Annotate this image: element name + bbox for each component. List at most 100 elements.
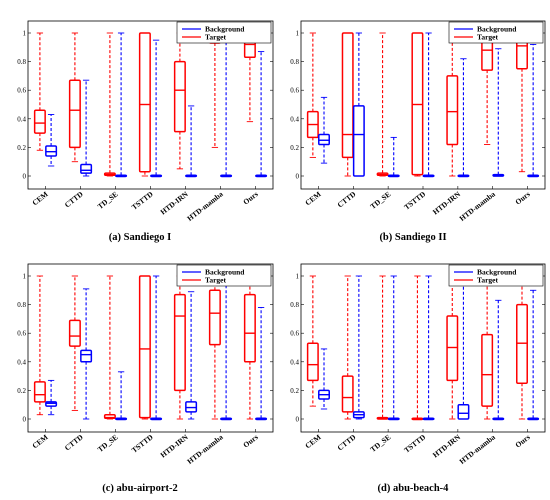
background-box-Ours <box>527 289 540 421</box>
background-box-CEM <box>318 96 330 164</box>
background-box-Ours <box>527 43 540 178</box>
iqr-box <box>68 319 81 347</box>
background-box-HTD-mamba <box>220 32 233 178</box>
y-tick-label: 1 <box>296 273 300 281</box>
y-tick-label: 1 <box>23 30 27 38</box>
x-tick-label: Ours <box>241 432 259 449</box>
y-tick-label: 0.6 <box>17 330 26 338</box>
panel-3: 0 0.2 0.4 0.6 0.8 1 CEM CTTD TD_SE TSTTD HTD-IRNHT… <box>17 263 274 494</box>
legend-label-background: Background <box>477 25 517 34</box>
background-box-TD_SE <box>115 32 128 178</box>
legend-box <box>448 264 544 287</box>
background-box-CTTD <box>352 275 365 420</box>
iqr-box <box>446 315 459 382</box>
background-box-HTD-mamba <box>492 299 505 421</box>
target-box-CEM <box>33 32 46 151</box>
x-tick-label: HTD-IRN <box>159 432 191 459</box>
background-box-TSTTD <box>422 32 435 178</box>
y-tick-label: 0.4 <box>290 115 299 123</box>
iqr-box <box>516 303 528 385</box>
target-box-CTTD <box>68 275 81 411</box>
x-tick-label: CEM <box>30 189 49 207</box>
iqr-box <box>185 401 198 413</box>
y-tick-label: 0.8 <box>290 301 299 309</box>
legend-label-target: Target <box>477 276 498 285</box>
target-box-TSTTD <box>411 275 424 421</box>
background-box-HTD-IRN <box>185 291 198 420</box>
background-box-TD_SE <box>115 371 128 421</box>
legend-label-target: Target <box>205 276 226 285</box>
background-box-Ours <box>255 51 268 178</box>
background-box-CTTD <box>352 32 365 177</box>
x-tick-label: Ours <box>241 189 259 206</box>
target-box-TD_SE <box>376 32 389 177</box>
iqr-box <box>80 349 93 363</box>
y-tick-label: 0.2 <box>290 387 299 395</box>
iqr-box <box>80 163 93 174</box>
legend-label-background: Background <box>205 25 245 34</box>
target-box-TD_SE <box>376 275 389 420</box>
iqr-box <box>138 275 151 419</box>
y-tick-label: 0.6 <box>290 330 299 338</box>
panel-2: 0 0.2 0.4 0.6 0.8 1 CEM CTTD TD_SE TSTTD HTD-IRNHT… <box>290 20 546 243</box>
target-box-HTD-mamba <box>208 32 221 148</box>
target-box-HTD-IRN <box>173 32 186 170</box>
y-tick-label: 0.2 <box>17 387 26 395</box>
x-tick-label: HTD-mamba <box>185 432 225 466</box>
target-box-HTD-mamba <box>481 275 494 420</box>
iqr-box <box>306 342 319 382</box>
x-tick-label: HTD-IRN <box>159 189 191 216</box>
background-box-TSTTD <box>150 39 163 178</box>
iqr-box <box>446 75 459 146</box>
x-tick-label: CTTD <box>336 189 358 209</box>
iqr-box <box>457 403 470 420</box>
target-box-CTTD <box>68 32 81 163</box>
background-box-HTD-mamba <box>492 48 505 177</box>
iqr-box <box>318 133 330 146</box>
x-tick-label: CTTD <box>63 189 85 209</box>
x-tick-label: Ours <box>513 189 531 206</box>
y-tick-label: 0.8 <box>290 58 299 66</box>
legend-label-background: Background <box>477 268 517 277</box>
iqr-box <box>352 105 365 177</box>
target-box-CEM <box>33 275 46 416</box>
iqr-box <box>243 293 256 363</box>
background-box-Ours <box>255 307 268 421</box>
target-box-TSTTD <box>411 32 424 177</box>
legend-box <box>176 264 272 287</box>
target-box-Ours <box>243 275 256 420</box>
y-tick-label: 0 <box>296 173 300 181</box>
y-tick-label: 0.4 <box>290 358 299 366</box>
iqr-box <box>138 32 151 173</box>
iqr-box <box>481 39 494 71</box>
legend-label-target: Target <box>477 33 498 42</box>
target-box-CTTD <box>341 275 354 420</box>
iqr-box <box>481 333 494 407</box>
x-tick-label: HTD-mamba <box>458 432 498 466</box>
y-tick-label: 0 <box>296 416 300 424</box>
x-tick-label: TSTTD <box>402 432 427 455</box>
iqr-box <box>411 32 424 176</box>
target-box-Ours <box>516 275 528 420</box>
background-box-CEM <box>45 114 58 167</box>
y-tick-label: 0.6 <box>17 87 26 95</box>
iqr-box <box>33 109 46 134</box>
background-box-TSTTD <box>422 275 435 421</box>
target-box-CTTD <box>341 32 354 177</box>
legend-box <box>176 21 272 44</box>
iqr-box <box>208 289 221 346</box>
target-box-TSTTD <box>138 275 151 420</box>
background-box-CTTD <box>80 288 93 420</box>
background-box-HTD-IRN <box>185 105 198 178</box>
iqr-box <box>103 413 116 420</box>
background-box-TD_SE <box>387 136 400 178</box>
background-box-HTD-IRN <box>457 58 470 178</box>
target-box-TD_SE <box>103 32 116 177</box>
x-tick-label: TD_SE <box>368 432 392 453</box>
y-tick-label: 0.2 <box>290 144 299 152</box>
y-tick-label: 1 <box>296 30 300 38</box>
panel-1: 0 0.2 0.4 0.6 0.8 1 CEM CTTD TD_SE TSTTD HTD-IRNHT… <box>17 20 274 243</box>
